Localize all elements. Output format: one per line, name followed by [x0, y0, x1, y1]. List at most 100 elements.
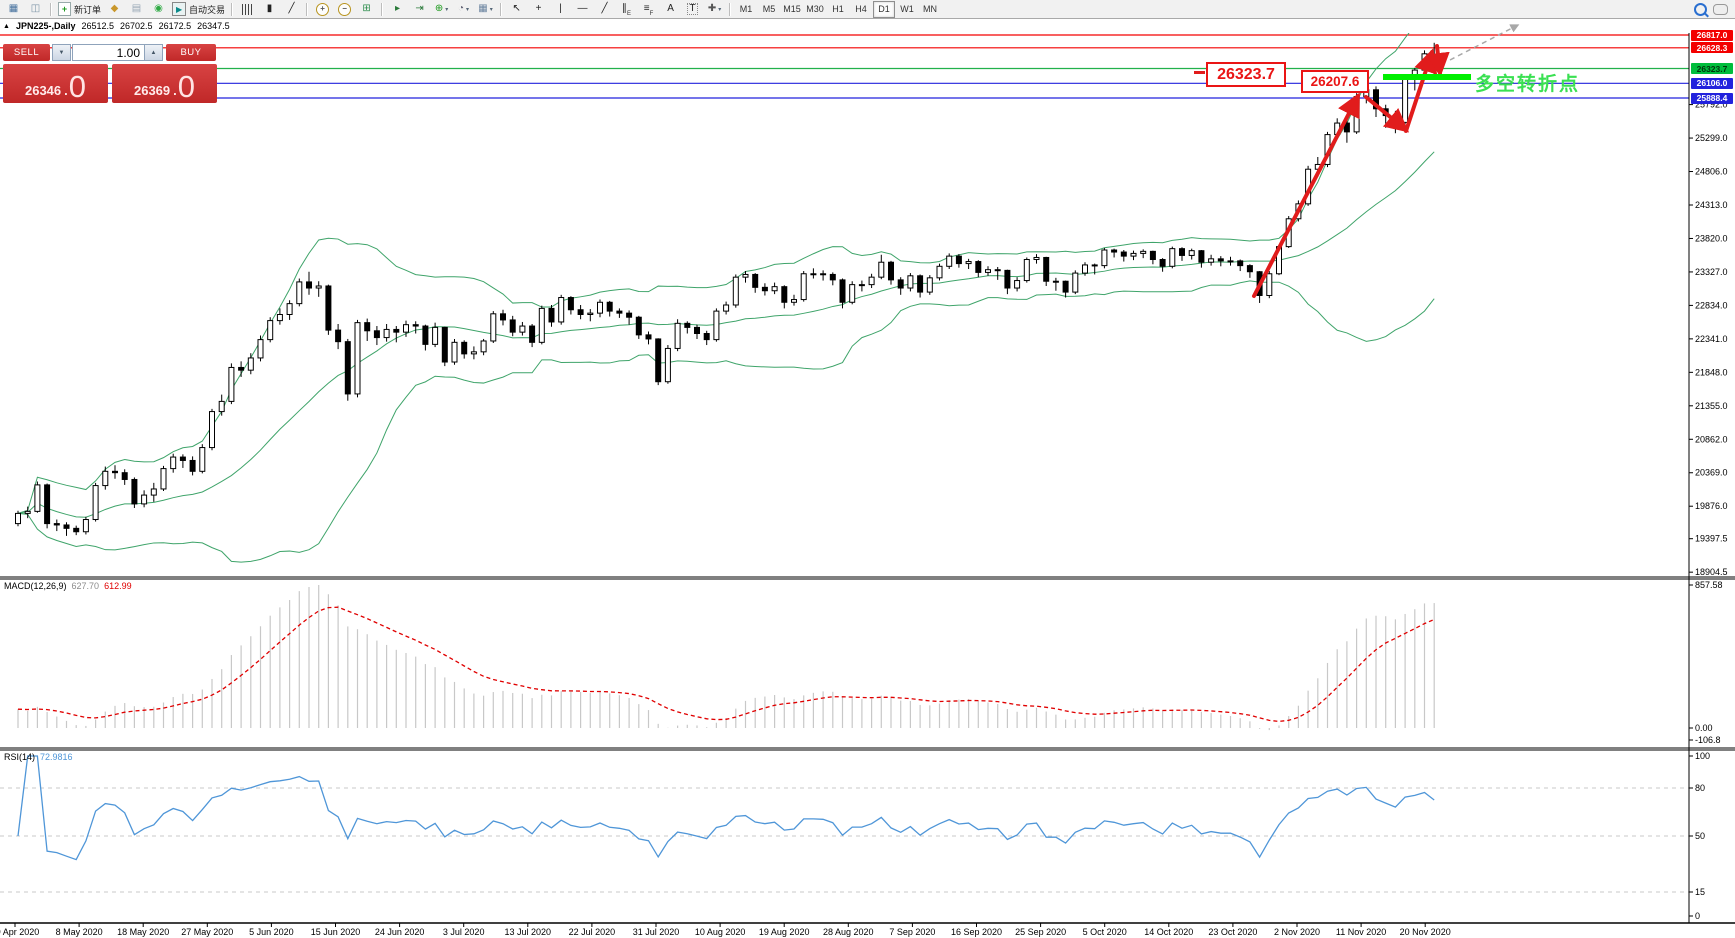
new-chart-icon-glyph: ▦ [8, 3, 19, 14]
timeframe-W1[interactable]: W1 [900, 4, 914, 14]
zoom-out-icon-glyph: − [338, 2, 352, 16]
macd-axis-0.00: 0.00 [1695, 723, 1713, 733]
ohlc-high: 26702.5 [120, 21, 153, 31]
turning-point-text[interactable]: 多空转折点 [1475, 74, 1581, 95]
timeframe-M1[interactable]: M1 [739, 4, 753, 14]
tile-windows-icon[interactable]: ⊞ [356, 1, 377, 18]
buy-price-big-digit: 0 [177, 68, 196, 104]
macd-label: MACD(12,26,9) 627.70 612.99 [4, 581, 132, 591]
auto-scroll-icon[interactable]: ▸ [387, 1, 408, 18]
toolbar-right-group [1694, 2, 1732, 16]
date-label-28-Aug-2020: 28 Aug 2020 [823, 927, 874, 937]
timeframe-D1[interactable]: D1 [873, 0, 896, 18]
date-label-23-Oct-2020: 23 Oct 2020 [1208, 927, 1258, 937]
rsi-axis-50: 50 [1695, 831, 1705, 841]
date-label-7-Sep-2020: 7 Sep 2020 [889, 927, 936, 937]
date-label-24-Jun-2020: 24 Jun 2020 [374, 927, 425, 937]
new-order-button[interactable]: + 新订单 [56, 1, 103, 18]
y-tick-25299.0: 25299.0 [1695, 133, 1728, 143]
timeframe-H1[interactable]: H1 [832, 4, 844, 14]
bar-chart-icon[interactable] [237, 1, 258, 18]
horizontal-line-icon[interactable]: — [572, 1, 593, 18]
arrows-icon[interactable]: ✚ ▾ [707, 3, 722, 14]
data-window-icon[interactable]: ▤ [126, 1, 147, 18]
zoom-out-icon[interactable]: − [334, 1, 355, 18]
tile-windows-icon-glyph: ⊞ [362, 3, 371, 14]
buy-button[interactable]: BUY [166, 44, 216, 61]
fibonacci-icon-glyph: ≡ [643, 3, 650, 14]
timeframe-MN[interactable]: MN [923, 4, 938, 14]
volume-up-button[interactable]: ▲ [144, 44, 163, 61]
y-tick-19876.0: 19876.0 [1695, 501, 1728, 511]
y-tick-20862.0: 20862.0 [1695, 434, 1728, 444]
periods-icon[interactable]: ◔ ▾ [458, 3, 470, 14]
autotrading-button[interactable]: ▶ 自动交易 [170, 1, 227, 18]
line-chart-icon[interactable]: ╱ [281, 1, 302, 18]
level-price-callout[interactable]: 26323.7 [1206, 62, 1286, 87]
macd-main-value: 627.70 [71, 581, 100, 591]
timeframe-M15[interactable]: M15 [783, 4, 801, 14]
date-label-2-Nov-2020: 2 Nov 2020 [1273, 927, 1321, 937]
green-support-bar[interactable] [1383, 74, 1471, 80]
profiles-icon[interactable]: ◫ [25, 1, 46, 18]
trendline-icon[interactable]: ╱ [594, 1, 615, 18]
timeframe-H4[interactable]: H4 [855, 4, 867, 14]
sell-button[interactable]: SELL [3, 44, 50, 61]
price-badge-26106.0: 26106.0 [1691, 77, 1733, 89]
chart-shift-icon-glyph: ⇥ [415, 3, 424, 14]
indicators-icon[interactable]: ⊕ ▾ [434, 3, 449, 14]
templates-icon[interactable]: ▦ ▾ [478, 3, 493, 14]
date-label-14-Oct-2020: 14 Oct 2020 [1144, 927, 1194, 937]
timeframe-M5[interactable]: M5 [762, 4, 776, 14]
sell-price-display[interactable]: 26346. 0 [3, 64, 108, 103]
cursor-icon[interactable]: ↖ [506, 1, 527, 18]
symbol-title: JPN225-,Daily [15, 21, 76, 31]
timeframe-M30[interactable]: M30 [806, 4, 824, 14]
arrows-icon-glyph: ✚ [707, 3, 717, 14]
chat-icon[interactable] [1713, 3, 1728, 15]
profiles-icon-glyph: ◫ [30, 3, 41, 14]
text-icon-glyph: A [667, 3, 674, 14]
chart-shift-icon[interactable]: ⇥ [409, 1, 430, 18]
level-callout-dash [1194, 71, 1205, 74]
main-toolbar: ▦ ◫ + 新订单 ◆ ▤ ◉ ▶ 自动交易 ▮ ╱ + − ⊞ ▸ ⇥ ⊕ ▾ ◔ ▾ ▦ ▾ ↖ + | — ╱ ∥ E ≡ F A T ✚ ▾… [0, 0, 1735, 19]
y-tick-21848.0: 21848.0 [1695, 367, 1728, 377]
new-chart-icon[interactable]: ▦ [3, 1, 24, 18]
y-tick-23327.0: 23327.0 [1695, 267, 1728, 277]
date-label-13-Jul-2020: 13 Jul 2020 [504, 927, 552, 937]
templates-icon-glyph: ▦ [478, 3, 488, 14]
styler-icon-glyph: ◆ [110, 3, 119, 14]
date-label-3-Jul-2020: 3 Jul 2020 [442, 927, 485, 937]
zoom-in-icon[interactable]: + [312, 1, 333, 18]
text-label-icon[interactable]: T [682, 1, 703, 18]
rsi-axis-100: 100 [1695, 751, 1710, 761]
y-tick-22341.0: 22341.0 [1695, 334, 1728, 344]
chart-title-bar: ▲ JPN225-,Daily 26512.5 26702.5 26172.5 … [0, 19, 1735, 33]
date-label-5-Jun-2020: 5 Jun 2020 [249, 927, 294, 937]
date-label-31-Jul-2020: 31 Jul 2020 [632, 927, 680, 937]
gray-projection-arrow[interactable] [1449, 24, 1520, 61]
vertical-line-icon[interactable]: | [550, 1, 571, 18]
bollinger-bands [17, 33, 1435, 563]
date-label-11-Nov-2020: 11 Nov 2020 [1335, 927, 1387, 937]
signals-icon[interactable]: ◉ [148, 1, 169, 18]
y-tick-23820.0: 23820.0 [1695, 233, 1728, 243]
line-chart-icon-glyph: ╱ [288, 3, 295, 14]
price-badge-25888.4: 25888.4 [1691, 92, 1733, 104]
swing-high-callout[interactable]: 26207.6 [1301, 70, 1369, 93]
volume-down-button[interactable]: ▼ [52, 44, 71, 61]
annotation-arrows[interactable] [1194, 24, 1520, 298]
candlestick-chart-icon[interactable]: ▮ [259, 1, 280, 18]
collapse-triangle-icon[interactable]: ▲ [3, 22, 10, 30]
buy-price-display[interactable]: 26369. 0 [112, 64, 217, 103]
fibonacci-icon[interactable]: ≡ F [643, 3, 654, 17]
y-tick-25792.0: 25792.0 [1695, 100, 1728, 110]
styler-icon[interactable]: ◆ [104, 1, 125, 18]
search-icon[interactable] [1694, 2, 1707, 16]
autotrading-button-label: 自动交易 [189, 4, 226, 15]
volume-input[interactable]: 1.00 [72, 44, 145, 61]
new-order-button-label: 新订单 [74, 4, 102, 15]
equidistant-channel-icon[interactable]: ∥ E [622, 3, 632, 17]
crosshair-icon[interactable]: + [528, 1, 549, 18]
text-icon[interactable]: A [660, 1, 681, 18]
